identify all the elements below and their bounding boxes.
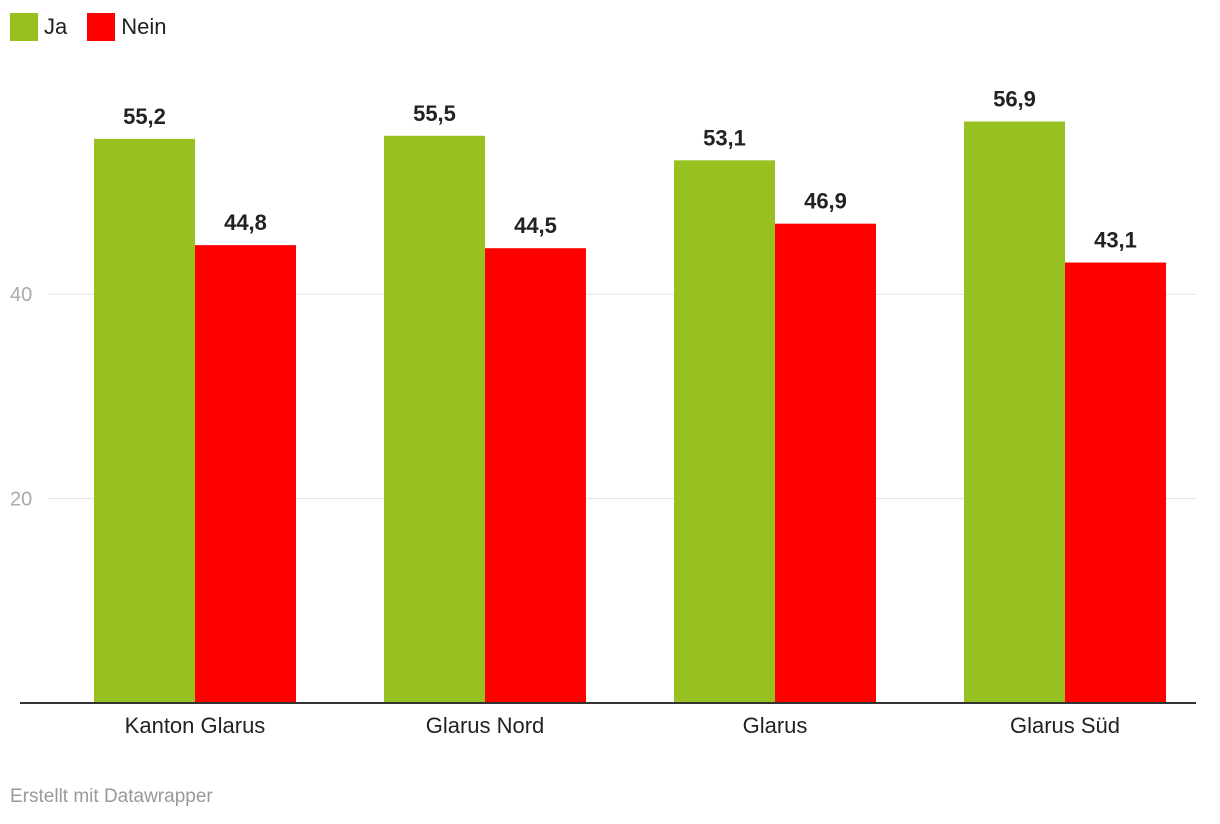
legend-swatch-nein (87, 13, 116, 41)
legend-label-ja: Ja (44, 14, 68, 39)
footer-credit: Erstellt mit Datawrapper (10, 786, 213, 807)
value-label-nein-3: 43,1 (1094, 228, 1137, 253)
value-label-nein-1: 44,5 (514, 213, 557, 238)
bar-nein-2 (775, 223, 876, 703)
legend: Ja Nein (10, 12, 187, 42)
bar-ja-0 (94, 138, 195, 703)
category-label-3: Glarus Süd (1010, 713, 1120, 738)
value-label-nein-0: 44,8 (224, 210, 267, 235)
value-label-ja-1: 55,5 (413, 101, 456, 126)
legend-item-ja: Ja (10, 13, 67, 41)
category-label-0: Kanton Glarus (125, 713, 266, 738)
legend-swatch-ja (10, 13, 38, 41)
value-label-ja-0: 55,2 (123, 104, 166, 129)
bar-nein-3 (1065, 262, 1166, 703)
bar-ja-1 (384, 135, 485, 704)
bar-nein-0 (195, 245, 296, 704)
value-label-nein-2: 46,9 (804, 189, 847, 214)
value-label-ja-2: 53,1 (703, 125, 746, 150)
value-label-ja-3: 56,9 (993, 86, 1036, 111)
category-label-1: Glarus Nord (426, 713, 545, 738)
bar-ja-2 (674, 160, 775, 703)
bar-ja-3 (964, 121, 1065, 704)
legend-item-nein: Nein (87, 13, 167, 41)
category-label-2: Glarus (743, 713, 808, 738)
bar-nein-1 (485, 248, 586, 703)
y-tick-label-40: 40 (10, 284, 32, 306)
legend-label-nein: Nein (121, 14, 167, 39)
y-tick-label-20: 20 (10, 489, 32, 511)
